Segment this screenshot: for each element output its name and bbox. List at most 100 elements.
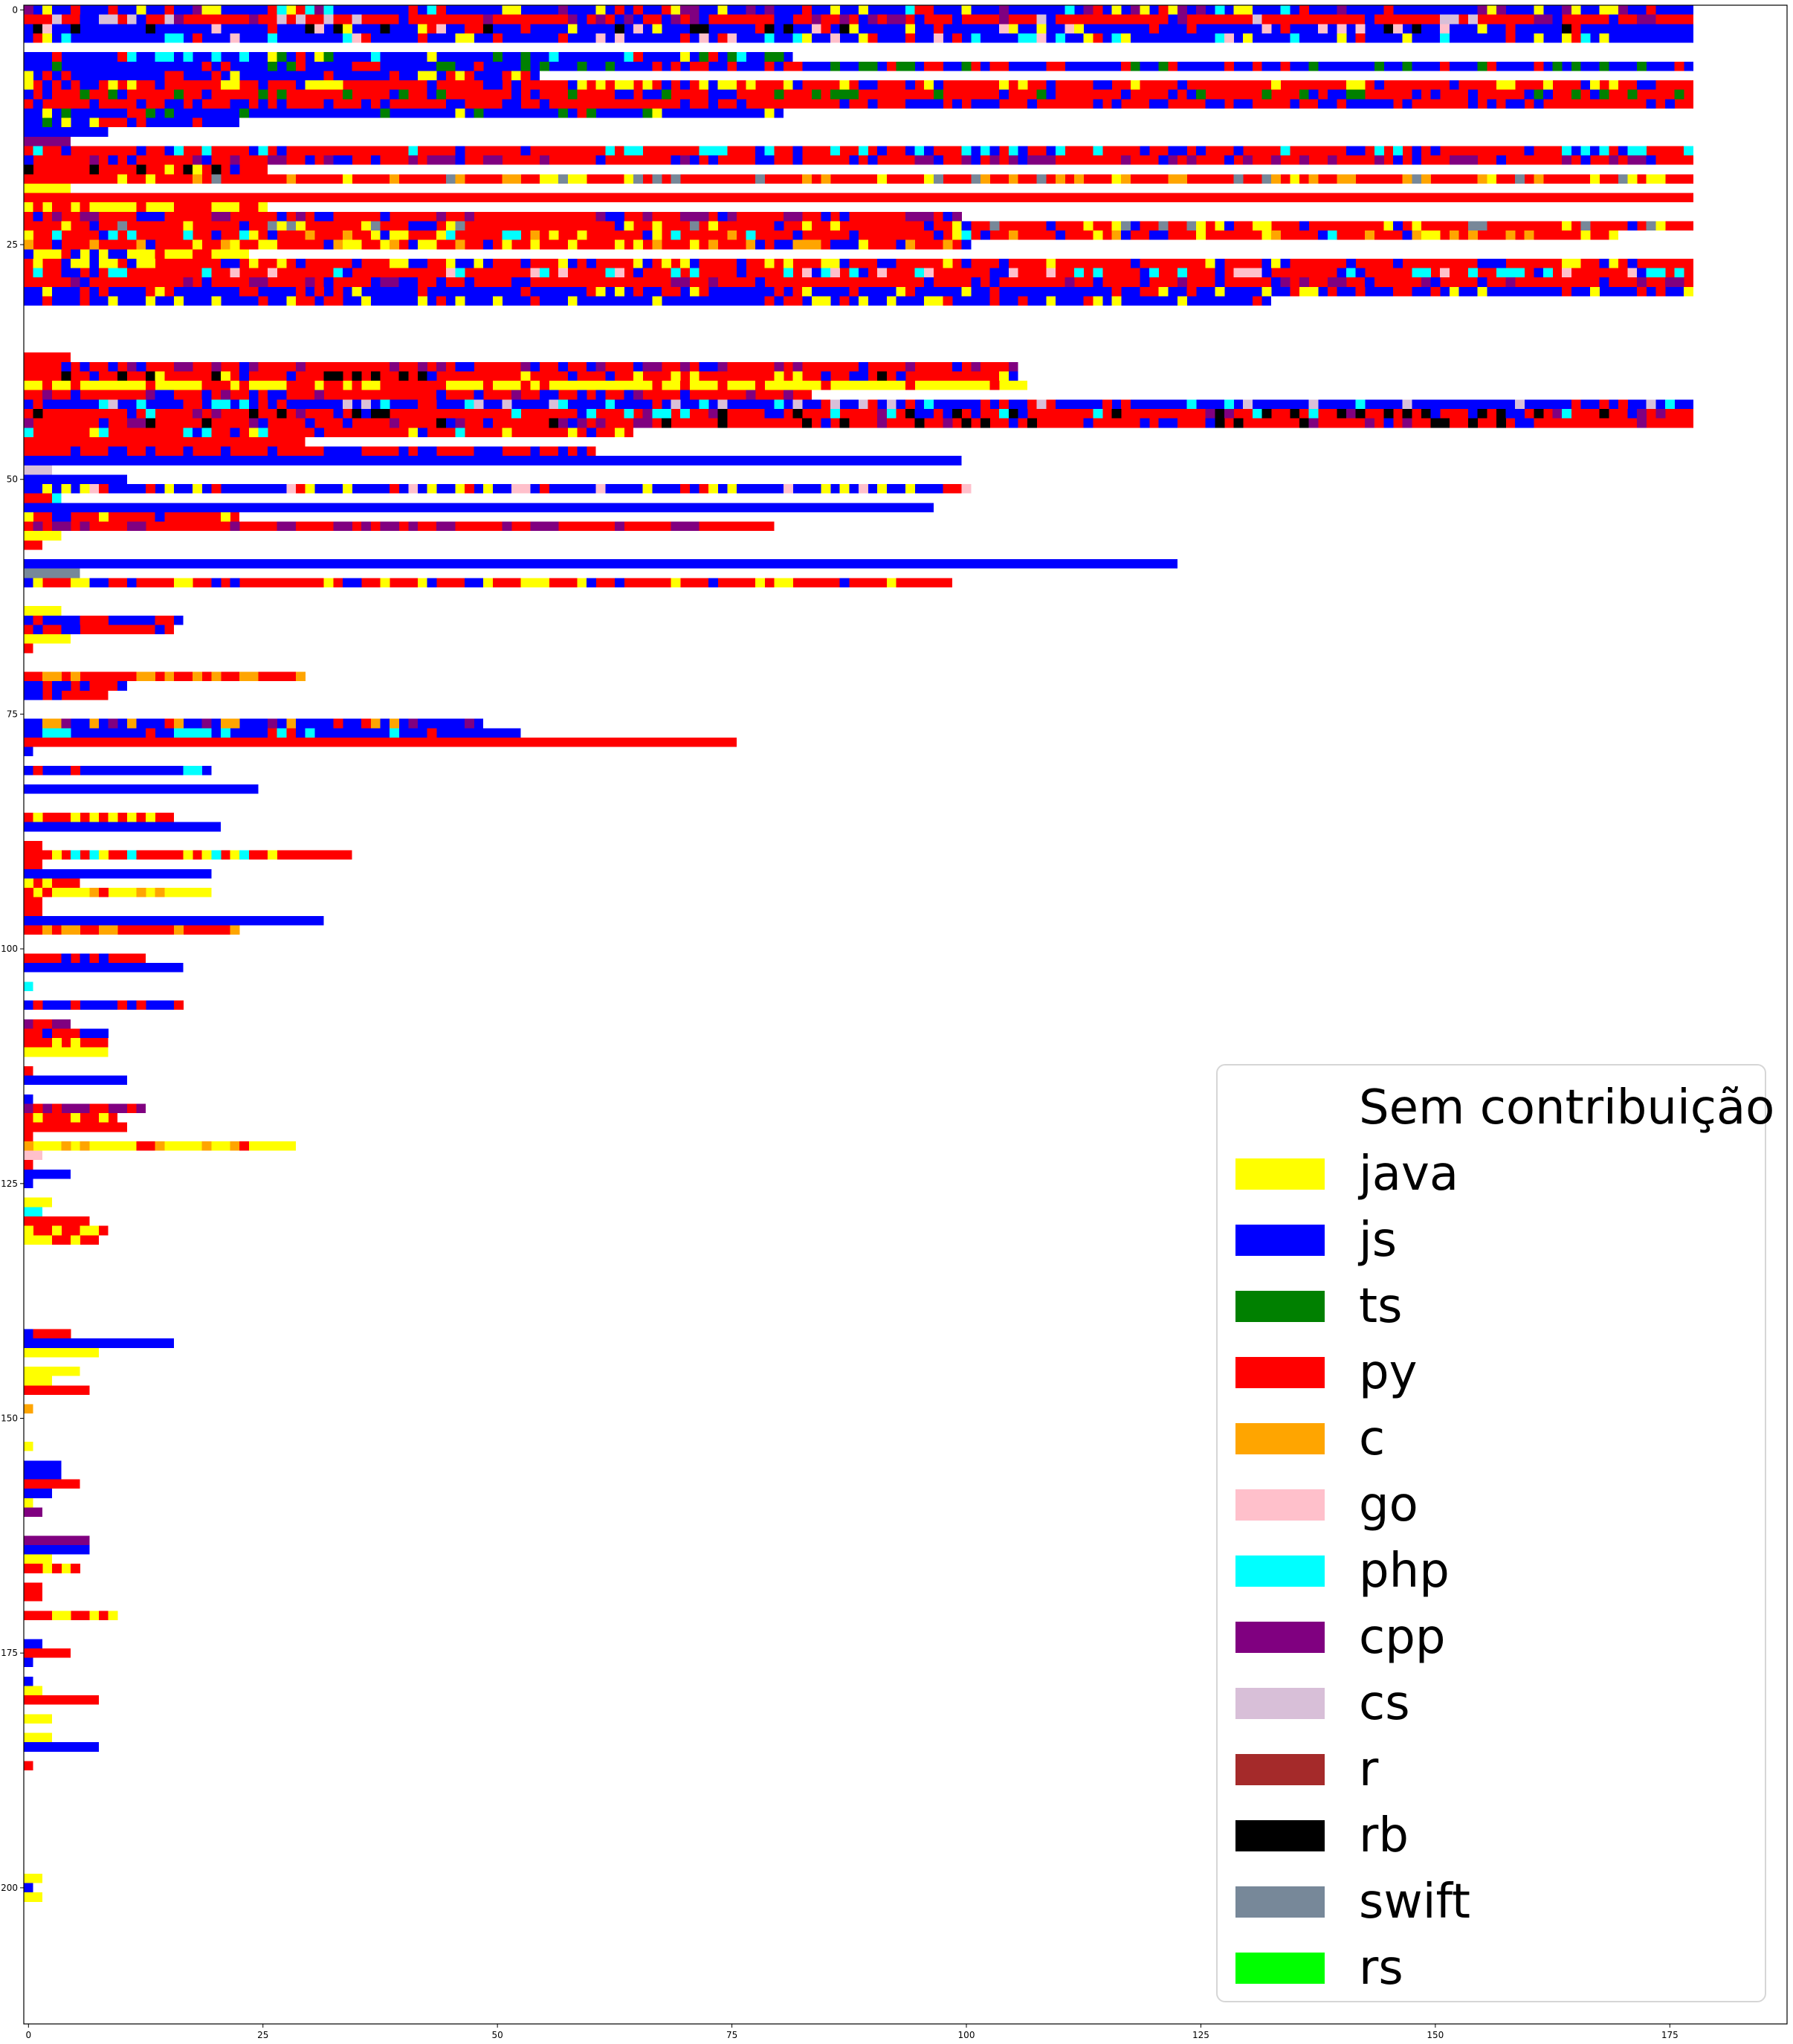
- heatmap-cell: [342, 446, 352, 457]
- heatmap-cell: [89, 813, 100, 822]
- heatmap-cell: [802, 221, 812, 231]
- heatmap-cell: [595, 390, 606, 400]
- heatmap-cell: [520, 277, 531, 287]
- heatmap-cell: [1111, 5, 1122, 15]
- heatmap-cell: [830, 409, 840, 419]
- heatmap-cell: [1571, 89, 1581, 100]
- legend-swatch: [1235, 1555, 1325, 1587]
- heatmap-cell: [445, 258, 456, 268]
- heatmap-cell: [1487, 174, 1497, 184]
- heatmap-cell: [108, 249, 118, 259]
- heatmap-cell: [220, 390, 230, 400]
- heatmap-cell: [42, 925, 53, 935]
- heatmap-cell: [821, 258, 831, 268]
- heatmap-cell: [248, 14, 259, 25]
- heatmap-cell: [42, 888, 53, 897]
- heatmap-cell: [1664, 399, 1675, 409]
- heatmap-cell: [1308, 89, 1319, 100]
- heatmap-row: [24, 512, 240, 522]
- heatmap-cell: [436, 61, 447, 71]
- heatmap-cell: [24, 80, 33, 90]
- heatmap-cell: [502, 428, 512, 437]
- heatmap-cell: [445, 418, 456, 428]
- heatmap-cell: [961, 146, 972, 156]
- heatmap-cell: [42, 80, 53, 90]
- heatmap-cell: [71, 671, 81, 682]
- heatmap-row: [24, 1714, 52, 1724]
- heatmap-cell: [1355, 80, 1366, 90]
- heatmap-cell: [567, 174, 578, 184]
- heatmap-cell: [567, 418, 578, 428]
- heatmap-cell: [136, 164, 146, 175]
- heatmap-cell: [427, 484, 437, 494]
- heatmap-cell: [24, 681, 127, 691]
- heatmap-cell: [1346, 258, 1356, 268]
- heatmap-cell: [173, 99, 184, 109]
- heatmap-cell: [61, 728, 71, 738]
- heatmap-cell: [539, 268, 549, 278]
- heatmap-cell: [455, 484, 465, 494]
- heatmap-cell: [323, 14, 334, 25]
- heatmap-row: [24, 915, 324, 926]
- heatmap-cell: [408, 381, 419, 390]
- heatmap-cell: [71, 578, 81, 587]
- heatmap-cell: [830, 258, 840, 268]
- heatmap-cell: [539, 390, 549, 400]
- heatmap-cell: [24, 888, 33, 897]
- heatmap-cell: [455, 99, 465, 109]
- heatmap-cell: [961, 5, 972, 15]
- heatmap-cell: [1637, 146, 1647, 156]
- heatmap-cell: [146, 296, 155, 306]
- heatmap-cell: [727, 89, 737, 100]
- heatmap-cell: [258, 418, 268, 428]
- heatmap-cell: [24, 5, 33, 15]
- heatmap-row: [24, 1179, 33, 1189]
- heatmap-cell: [1158, 61, 1169, 71]
- heatmap-cell: [230, 155, 240, 165]
- heatmap-cell: [999, 80, 1009, 90]
- heatmap-row: [24, 878, 80, 889]
- heatmap-cell: [483, 258, 494, 268]
- heatmap-cell: [370, 371, 381, 381]
- heatmap-cell: [520, 24, 531, 33]
- heatmap-cell: [520, 381, 531, 390]
- heatmap-cell: [708, 277, 718, 287]
- heatmap-cell: [727, 484, 737, 494]
- heatmap-cell: [71, 1113, 81, 1123]
- heatmap-row: [24, 822, 221, 832]
- heatmap-cell: [1008, 146, 1018, 156]
- heatmap-cell: [445, 230, 456, 240]
- heatmap-cell: [408, 428, 419, 437]
- heatmap-cell: [1243, 268, 1253, 278]
- heatmap-cell: [61, 71, 71, 81]
- heatmap-cell: [436, 211, 447, 222]
- heatmap-cell: [474, 258, 484, 268]
- heatmap-cell: [455, 146, 465, 156]
- heatmap-cell: [1327, 99, 1337, 109]
- heatmap-cell: [1449, 155, 1459, 165]
- heatmap-cell: [417, 381, 427, 390]
- heatmap-cell: [183, 850, 193, 860]
- heatmap-cell: [1140, 286, 1150, 297]
- heatmap-cell: [1111, 409, 1122, 419]
- heatmap-cell: [173, 1000, 184, 1010]
- heatmap-cell: [24, 1582, 43, 1593]
- heatmap-row: [24, 1047, 109, 1057]
- heatmap-cell: [614, 80, 624, 90]
- heatmap-cell: [51, 230, 62, 240]
- heatmap-row: [24, 164, 268, 175]
- heatmap-cell: [1093, 80, 1103, 90]
- heatmap-cell: [1168, 146, 1178, 156]
- heatmap-cell: [764, 24, 775, 33]
- heatmap-row: [24, 409, 1693, 419]
- heatmap-cell: [614, 286, 624, 297]
- heatmap-cell: [764, 155, 775, 165]
- heatmap-cell: [886, 258, 896, 268]
- heatmap-cell: [1046, 296, 1056, 306]
- heatmap-cell: [1374, 61, 1384, 71]
- heatmap-cell: [943, 418, 953, 428]
- heatmap-cell: [323, 99, 334, 109]
- heatmap-row: [24, 1132, 33, 1141]
- heatmap-cell: [821, 371, 831, 381]
- heatmap-cell: [821, 211, 831, 222]
